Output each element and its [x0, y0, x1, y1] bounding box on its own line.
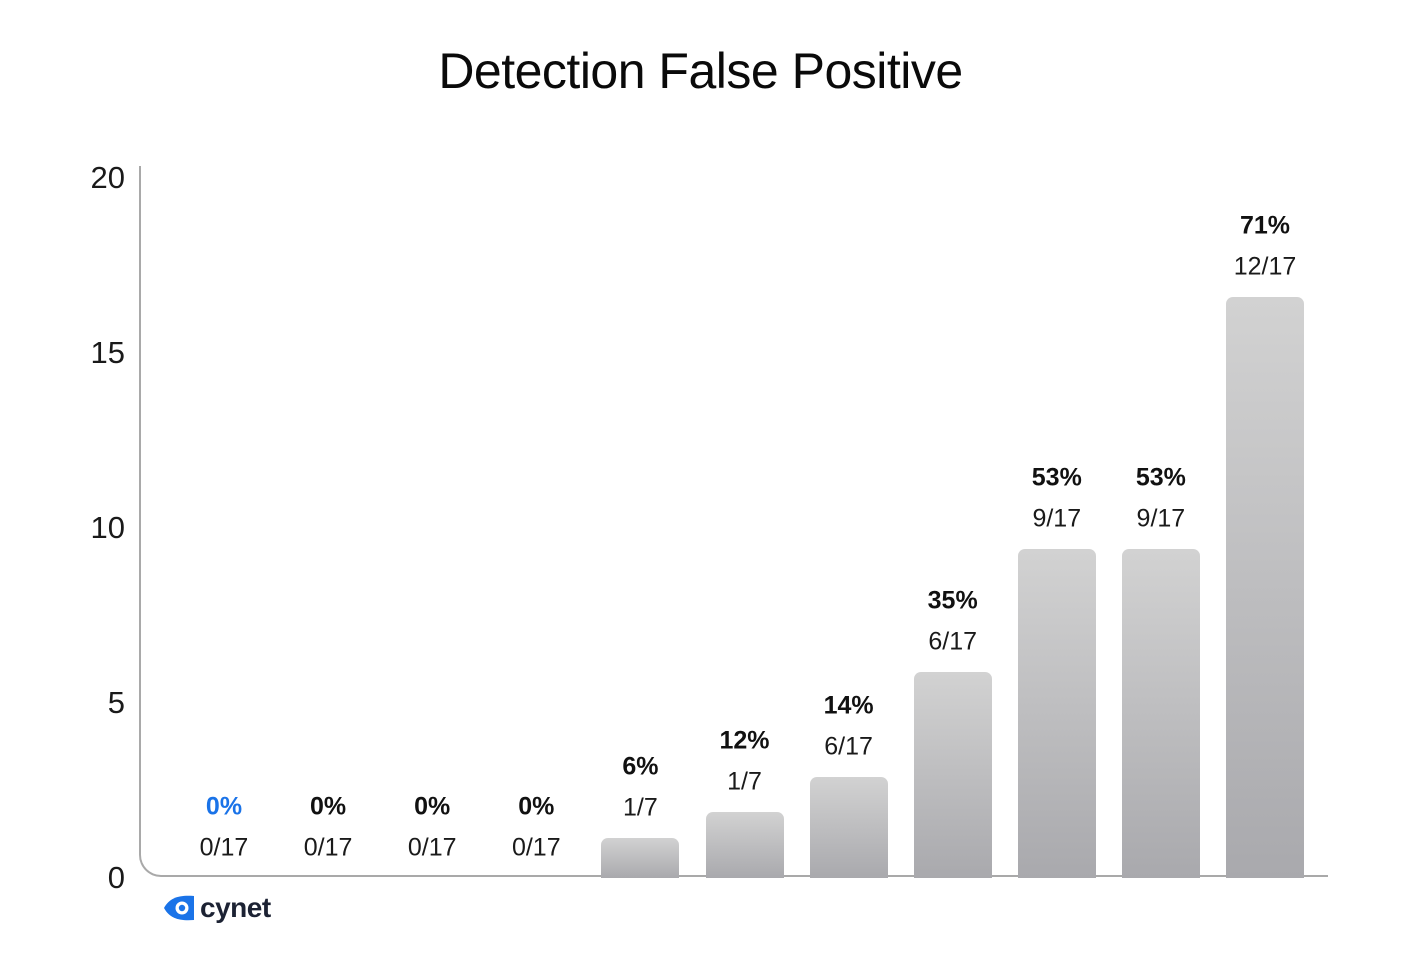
bar — [1017, 549, 1096, 878]
bar-fraction-label: 0/17 — [303, 833, 353, 862]
cynet-eye-icon — [164, 895, 194, 921]
cynet-logo: cynet — [162, 892, 271, 924]
bar-percent-label: 0% — [518, 792, 555, 821]
bar-fraction-label: 12/17 — [1233, 252, 1297, 281]
bar-fraction-label: 0/17 — [407, 833, 457, 862]
bar-fraction-label: 6/17 — [928, 627, 978, 655]
bar-percent-label: 12% — [719, 726, 770, 754]
bar-percent-label: 53% — [1135, 463, 1186, 492]
bar-fraction-label: 1/7 — [623, 793, 658, 822]
bar-fraction-label: 9/17 — [1136, 504, 1186, 533]
y-tick-label: 5 — [107, 685, 125, 720]
bar-percent-label: 35% — [927, 586, 978, 614]
bar — [1226, 297, 1304, 878]
bar-percent-label: 0% — [205, 792, 243, 821]
logo-text: cynet — [200, 892, 271, 923]
y-tick-label: 0 — [107, 860, 125, 895]
bar-percent-label: 53% — [1031, 463, 1082, 492]
bar-fraction-label: 1/7 — [727, 767, 762, 795]
bar — [809, 776, 888, 878]
bar — [601, 837, 680, 878]
bar-fraction-label: 6/17 — [824, 732, 873, 760]
bar-percent-label: 71% — [1239, 211, 1291, 240]
bar-fraction-label: 0/17 — [199, 833, 249, 862]
bar-fraction-label: 0/17 — [511, 833, 561, 862]
bar-percent-label: 0% — [310, 792, 347, 821]
bar-percent-label: 6% — [622, 752, 659, 781]
y-tick-label: 20 — [90, 160, 125, 195]
bar-percent-label: 14% — [823, 691, 874, 719]
bar — [913, 671, 992, 878]
chart-title: Detection False Positive — [438, 43, 963, 99]
bar — [705, 811, 784, 878]
bar — [1121, 549, 1200, 878]
y-tick-label: 10 — [90, 510, 125, 545]
y-tick-label: 15 — [90, 335, 125, 370]
bar-fraction-label: 9/17 — [1032, 504, 1082, 533]
bar-percent-label: 0% — [414, 792, 451, 821]
